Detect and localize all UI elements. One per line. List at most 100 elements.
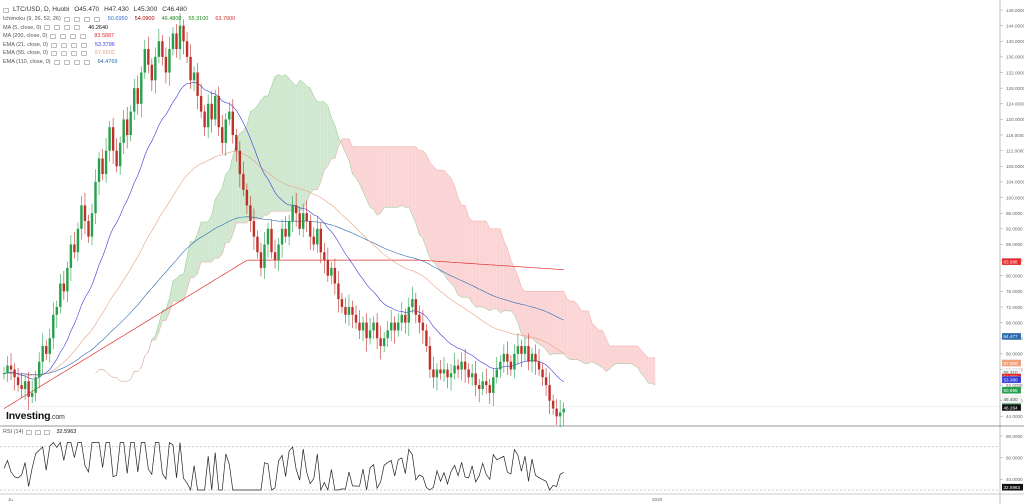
candle-body <box>397 322 400 331</box>
remove-icon[interactable] <box>64 25 71 31</box>
ichimoku-cloud-segment <box>408 146 413 216</box>
more-icon[interactable] <box>93 16 100 22</box>
candle-body <box>302 213 305 229</box>
remove-icon[interactable] <box>83 16 90 22</box>
visibility-icon[interactable] <box>73 16 80 22</box>
ichimoku-cloud-segment <box>433 166 437 266</box>
ichimoku-cloud-segment <box>510 260 515 315</box>
candle-body <box>470 373 474 378</box>
candle-body <box>111 127 115 151</box>
candle-body <box>199 95 203 112</box>
candle-body <box>316 228 319 245</box>
candle-body <box>277 244 280 261</box>
ema-110-line <box>3 216 564 376</box>
candle-body <box>203 111 206 128</box>
collapse-icon[interactable] <box>3 7 9 13</box>
indicator-row: EMA (21, close, 0) 53.3796 <box>3 41 235 50</box>
remove-icon[interactable] <box>70 51 77 57</box>
rsi-tick-label: 40.0000 <box>1006 477 1023 482</box>
settings-icon[interactable] <box>53 59 60 65</box>
candle-body <box>499 361 502 370</box>
rsi-visibility-icon[interactable] <box>35 429 42 435</box>
indicator-label: EMA (21, close, 0) <box>3 41 48 48</box>
candle-body <box>294 205 298 214</box>
price-tick-label: 108.0000 <box>1006 164 1024 169</box>
ichimoku-cloud-segment <box>331 117 335 159</box>
ichimoku-cloud-segment <box>570 301 575 360</box>
rsi-remove-icon[interactable] <box>44 429 51 435</box>
remove-icon[interactable] <box>70 33 77 39</box>
ichimoku-cloud-segment <box>162 309 166 321</box>
ema-21-line <box>3 81 564 383</box>
more-icon[interactable] <box>74 25 81 31</box>
ichimoku-cloud-segment <box>275 74 279 212</box>
price-tick-label: 136.0000 <box>1006 55 1024 60</box>
price-tick-label: 72.0000 <box>1006 305 1023 310</box>
candle-body <box>23 381 27 390</box>
settings-icon[interactable] <box>50 42 57 48</box>
indicator-value: 46.2640 <box>88 24 109 31</box>
visibility-icon[interactable] <box>63 59 70 65</box>
candle-body <box>386 330 389 339</box>
candle-body <box>206 103 210 128</box>
more-icon[interactable] <box>80 42 87 48</box>
settings-icon[interactable] <box>50 51 57 57</box>
candle-body <box>30 392 34 397</box>
candle-body <box>16 377 20 386</box>
ichimoku-cloud-segment <box>412 146 416 223</box>
rsi-settings-icon[interactable] <box>26 429 33 435</box>
ichimoku-cloud-segment <box>373 146 378 216</box>
price-tick-label: 92.0000 <box>1006 227 1023 232</box>
candle-body <box>516 346 520 354</box>
visibility-icon[interactable] <box>60 51 67 57</box>
ichimoku-cloud-segment <box>620 346 624 364</box>
indicator-value: 50.6950 <box>107 16 128 22</box>
more-icon[interactable] <box>80 51 87 57</box>
candle-body <box>312 236 315 245</box>
indicator-value: 46.4800 <box>161 16 182 22</box>
ichimoku-cloud-segment <box>436 170 441 272</box>
candle-body <box>509 361 513 370</box>
ichimoku-cloud-segment <box>609 346 613 370</box>
candle-body <box>365 322 368 339</box>
ichimoku-cloud-segment <box>345 138 349 161</box>
ichimoku-cloud-segment <box>549 291 554 355</box>
ichimoku-cloud-segment <box>348 138 353 175</box>
remove-icon[interactable] <box>70 42 77 48</box>
ichimoku-cloud-segment <box>574 301 578 360</box>
ichimoku-cloud-segment <box>285 74 290 212</box>
ichimoku-cloud-segment <box>190 241 195 278</box>
remove-icon[interactable] <box>73 59 80 65</box>
candle-body <box>506 353 509 362</box>
ichimoku-cloud-segment <box>384 146 388 208</box>
candle-body <box>108 127 111 151</box>
candle-body <box>393 322 396 331</box>
settings-icon[interactable] <box>50 33 57 39</box>
price-tag-label: 53.380 <box>1004 378 1018 383</box>
candle-body <box>245 189 249 206</box>
ichimoku-span-a-line <box>95 74 656 386</box>
ichimoku-cloud-segment <box>486 221 490 311</box>
settings-icon[interactable] <box>63 16 70 22</box>
visibility-icon[interactable] <box>60 33 67 39</box>
ichimoku-cloud-segment <box>517 275 522 335</box>
candle-body <box>154 56 157 81</box>
price-tick-label: 60.0000 <box>1006 352 1023 357</box>
ichimoku-cloud-segment <box>197 221 202 274</box>
candle-body <box>502 353 506 362</box>
visibility-icon[interactable] <box>60 42 67 48</box>
more-icon[interactable] <box>83 59 90 65</box>
settings-icon[interactable] <box>44 25 51 31</box>
candle-body <box>55 306 58 315</box>
price-tag-label: 83.588 <box>1004 259 1018 264</box>
ichimoku-cloud-segment <box>539 291 543 347</box>
ichimoku-cloud-segment <box>299 80 304 212</box>
candle-body <box>20 385 23 390</box>
price-tag <box>1001 376 1022 384</box>
ichimoku-cloud-segment <box>429 162 434 263</box>
more-icon[interactable] <box>80 33 87 39</box>
candle-body <box>238 150 242 175</box>
ichimoku-cloud-segment <box>303 82 307 210</box>
visibility-icon[interactable] <box>54 25 61 31</box>
